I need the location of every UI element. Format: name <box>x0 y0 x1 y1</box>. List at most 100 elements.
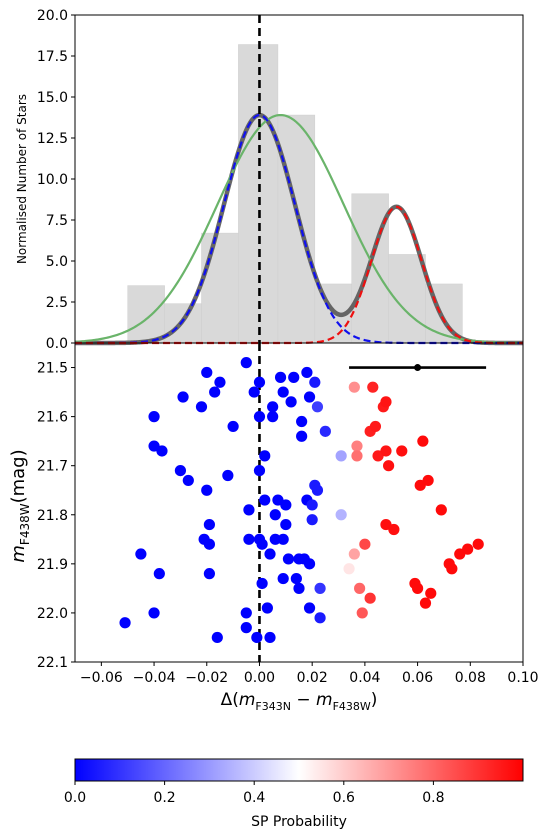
histogram-y-axis-label: Normalised Number of Stars <box>15 94 29 264</box>
scatter-point <box>462 543 474 555</box>
scatter-point <box>277 533 289 545</box>
scatter-point <box>201 484 213 496</box>
scatter-x-axis-label: Δ(mF343N − mF438W) <box>221 690 378 713</box>
scatter-point <box>351 440 363 452</box>
scatter-x-tick-label: −0.02 <box>185 670 228 686</box>
scatter-point <box>261 602 273 614</box>
scatter-point <box>174 465 187 477</box>
scatter-panel: 21.5 21.6 21.7 21.8 21.9 22.0 22.1 −0.06 −0.04−… <box>8 343 539 713</box>
error-bar <box>349 364 487 372</box>
scatter-point <box>306 514 318 526</box>
scatter-point <box>417 435 429 447</box>
scatter-y-tick-label: 21.7 <box>37 459 68 475</box>
scatter-point <box>411 582 424 594</box>
histogram-y-tick-label: 20.0 <box>37 8 68 24</box>
component-1-curve <box>75 113 523 345</box>
scatter-points <box>119 357 484 644</box>
colorbar-tick-label: 0.6 <box>333 790 355 806</box>
scatter-point <box>422 474 434 487</box>
scatter-point <box>369 420 382 433</box>
scatter-point <box>280 518 292 531</box>
scatter-point <box>335 509 347 521</box>
scatter-point <box>182 474 194 487</box>
scatter-point <box>177 391 189 403</box>
scatter-point <box>303 391 316 403</box>
scatter-point <box>269 509 281 521</box>
scatter-point <box>243 533 255 545</box>
scatter-point <box>309 376 321 388</box>
scatter-point <box>288 371 300 383</box>
scatter-y-tick-label: 21.6 <box>37 410 68 426</box>
scatter-point <box>256 577 268 590</box>
scatter-x-tick-label: 0.08 <box>455 670 486 686</box>
scatter-point <box>351 450 363 462</box>
scatter-point <box>388 523 400 536</box>
scatter-point <box>314 582 326 594</box>
histogram-y-tick-label: 12.5 <box>37 131 68 147</box>
scatter-point <box>227 420 239 433</box>
scatter-point <box>380 445 392 457</box>
scatter-point <box>425 587 437 599</box>
scatter-point <box>203 538 215 550</box>
histogram-y-tick-label: 10.0 <box>37 172 68 188</box>
scatter-x-tick-label: 0.06 <box>402 670 433 686</box>
scatter-point <box>419 597 432 609</box>
colorbar-tick-label: 0.4 <box>243 790 265 806</box>
scatter-point <box>209 386 221 398</box>
histogram-bar-4 <box>277 114 316 344</box>
scatter-point <box>311 484 324 496</box>
scatter-point <box>135 548 147 560</box>
scatter-point <box>319 425 331 437</box>
scatter-y-axis-label: mF438W(mag) <box>8 449 32 562</box>
scatter-point <box>251 631 263 644</box>
scatter-point <box>203 568 215 580</box>
histogram-y-tick-label: 7.5 <box>46 213 68 229</box>
scatter-x-tick-label: 0.00 <box>244 670 275 686</box>
scatter-point <box>359 538 371 550</box>
scatter-frame <box>74 342 524 663</box>
scatter-point <box>435 504 447 516</box>
scatter-point <box>285 396 297 408</box>
scatter-point <box>296 430 308 442</box>
scatter-point <box>253 465 266 477</box>
scatter-point <box>277 386 289 398</box>
histogram-y-tick-label: 0.0 <box>46 336 68 352</box>
scatter-point <box>274 371 287 383</box>
colorbar-ticks: 0.0 0.2 0.4 0.6 0.8 <box>64 781 445 806</box>
scatter-point <box>293 582 305 594</box>
scatter-point <box>243 504 255 516</box>
histogram-bar-0 <box>127 285 165 344</box>
error-bar-marker <box>414 364 422 372</box>
scatter-point <box>264 548 276 560</box>
scatter-point <box>364 592 376 604</box>
scatter-point <box>222 469 234 482</box>
histogram-y-tick-label: 5.0 <box>46 254 68 270</box>
scatter-point <box>301 366 313 379</box>
scatter-point <box>267 401 279 413</box>
colorbar-tick-label: 0.0 <box>64 790 86 806</box>
histogram-panel: 0.0 2.5 5.0 7.5 10.0 12.5 15.0 17.5 20.0 Normali… <box>15 8 524 352</box>
scatter-point <box>156 445 168 457</box>
scatter-y-tick-label: 21.9 <box>37 557 68 573</box>
colorbar-tick-label: 0.8 <box>422 790 444 806</box>
scatter-point <box>303 558 316 570</box>
scatter-point <box>282 553 295 565</box>
scatter-point <box>256 538 268 550</box>
scatter-point <box>311 401 324 413</box>
scatter-point <box>314 612 326 624</box>
scatter-point <box>472 538 484 550</box>
scatter-point <box>119 617 131 629</box>
scatter-point <box>446 563 458 575</box>
scatter-point <box>396 445 408 457</box>
scatter-point <box>356 607 368 619</box>
scatter-point <box>303 602 316 614</box>
scatter-x-tick-label: 0.04 <box>349 670 380 686</box>
scatter-point <box>203 518 215 531</box>
scatter-point <box>335 450 347 462</box>
scatter-point <box>240 607 252 619</box>
scatter-point <box>153 568 165 580</box>
scatter-point <box>253 376 266 388</box>
colorbar-gradient <box>74 758 524 782</box>
scatter-x-tick-label: 0.10 <box>507 670 538 686</box>
